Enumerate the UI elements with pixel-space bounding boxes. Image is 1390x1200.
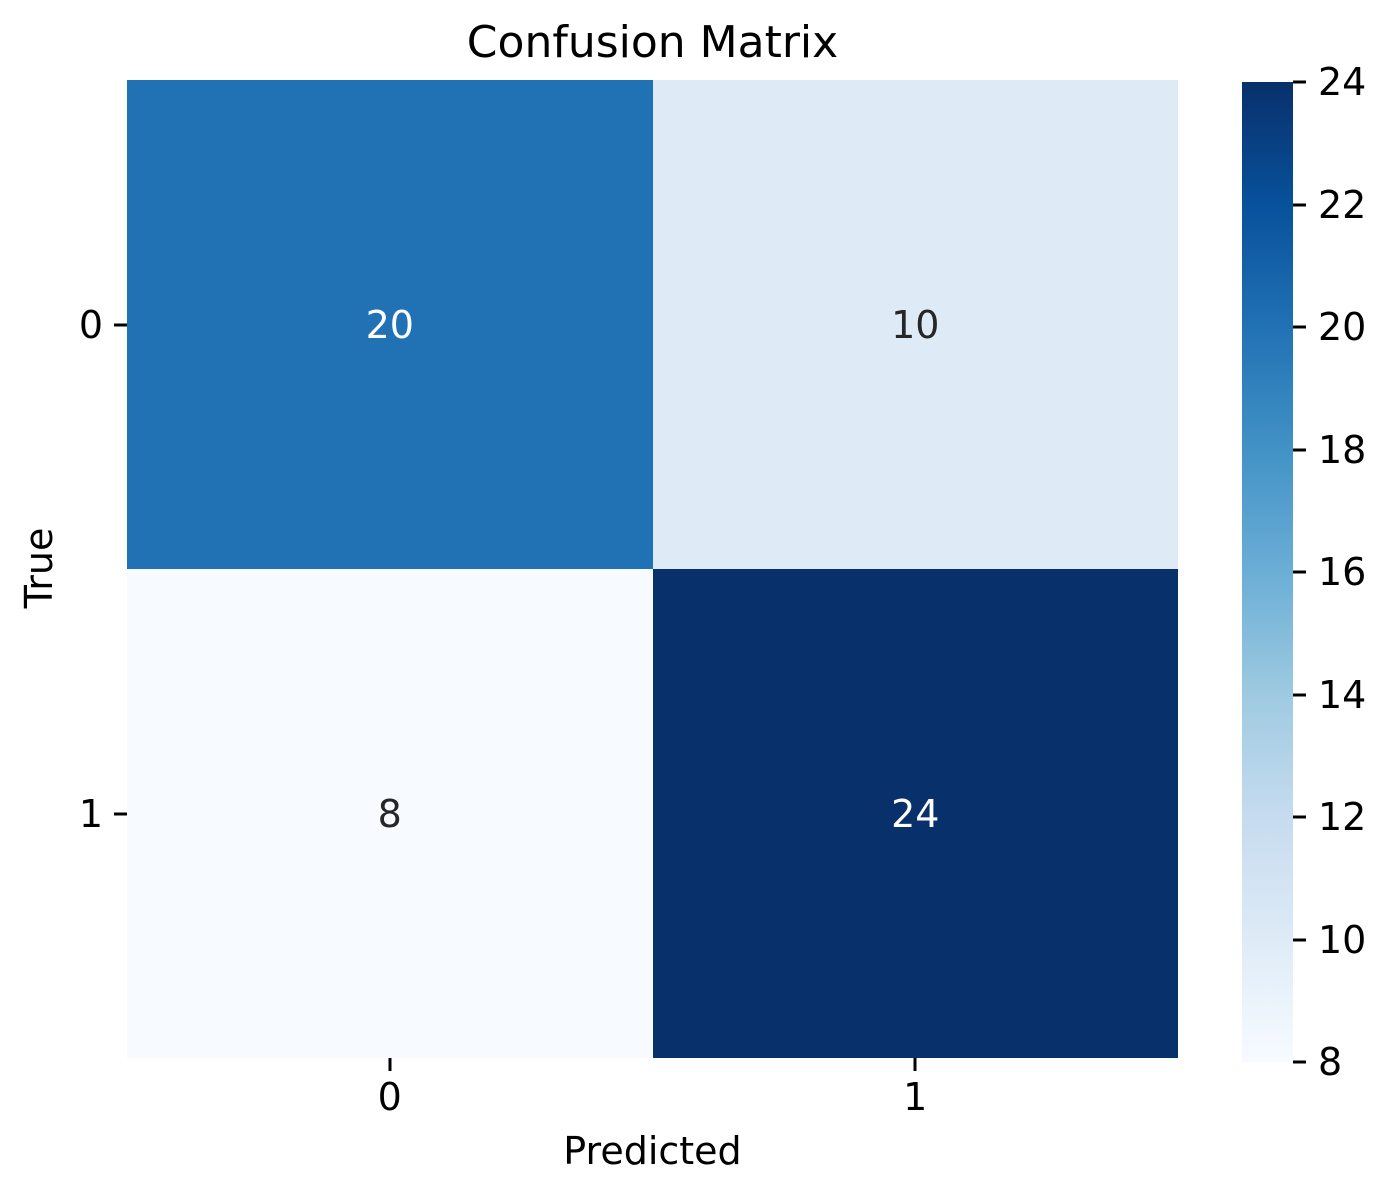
- colorbar-tick-label: 12: [1318, 795, 1367, 839]
- colorbar-tick-label: 22: [1318, 182, 1367, 227]
- heatmap-cell-r0c1: 10: [652, 80, 1178, 569]
- colorbar-tick-label: 18: [1318, 427, 1367, 472]
- y-axis-title: True: [17, 527, 61, 609]
- y-tick-mark: [114, 812, 127, 815]
- colorbar-tick-mark: [1293, 203, 1306, 206]
- heatmap-plot-area: 20 10 8 24: [127, 80, 1178, 1058]
- chart-title: Confusion Matrix: [466, 17, 839, 68]
- cell-value: 24: [891, 791, 940, 836]
- colorbar-tick-mark: [1293, 570, 1306, 574]
- y-tick-mark: [114, 323, 127, 326]
- colorbar-tick-mark: [1293, 815, 1306, 819]
- colorbar: [1242, 82, 1293, 1062]
- colorbar-tick-mark: [1293, 80, 1306, 84]
- heatmap-cell-r0c0: 20: [127, 80, 653, 569]
- colorbar-tick-label: 10: [1318, 917, 1367, 962]
- colorbar-tick-mark: [1293, 938, 1306, 941]
- heatmap-cell-r1c0: 8: [127, 569, 653, 1058]
- colorbar-tick-label: 16: [1318, 550, 1367, 594]
- colorbar-tick-label: 24: [1318, 60, 1367, 104]
- colorbar-tick-label: 20: [1318, 305, 1367, 349]
- x-tick-label: 0: [377, 1075, 402, 1119]
- colorbar-tick-label: 8: [1318, 1040, 1343, 1084]
- heatmap-cell-r1c1: 24: [652, 569, 1178, 1058]
- colorbar-tick-mark: [1293, 448, 1306, 451]
- colorbar-tick-mark: [1293, 325, 1306, 329]
- cell-value: 10: [891, 302, 940, 347]
- cell-value: 8: [377, 791, 402, 836]
- y-tick-label: 0: [78, 302, 103, 347]
- x-tick-mark: [388, 1058, 392, 1071]
- x-axis-title: Predicted: [563, 1129, 742, 1173]
- y-tick-label: 1: [78, 791, 103, 836]
- colorbar-tick-mark: [1293, 1060, 1306, 1064]
- cell-value: 20: [365, 302, 414, 347]
- x-tick-mark: [913, 1058, 917, 1071]
- colorbar-tick-label: 14: [1318, 672, 1367, 717]
- x-tick-label: 1: [903, 1075, 928, 1119]
- colorbar-tick-mark: [1293, 693, 1306, 696]
